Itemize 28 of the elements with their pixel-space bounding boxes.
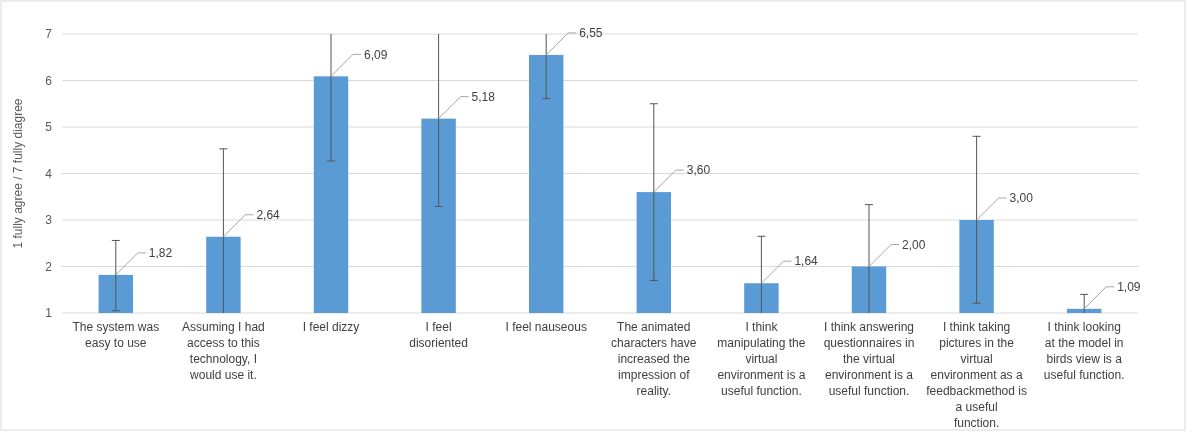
x-tick-label: Assuming I had access to this technology, I would use it. <box>182 320 265 382</box>
y-tick-label: 6 <box>45 73 53 88</box>
data-label: 1,09 <box>1117 280 1141 295</box>
data-label: 3,00 <box>1009 191 1034 206</box>
x-tick-label: I think taking pictures in the virtual environment as a feedbackmethod is a useful function. <box>926 320 1027 430</box>
x-tick-label: I think manipulating the virtual environment is a useful function. <box>717 320 806 398</box>
data-label: 5,18 <box>471 89 496 104</box>
y-tick-label: 5 <box>45 120 53 135</box>
x-tick-label: The system was easy to use <box>72 320 160 350</box>
data-label: 3,60 <box>686 163 711 178</box>
x-tick-label: I think looking at the model in birds view is a useful function. <box>1043 320 1125 382</box>
x-tick-label: The animated characters have increased the impression of reality. <box>611 320 697 398</box>
data-label: 1,82 <box>148 246 173 261</box>
y-tick-label: 1 <box>45 306 53 321</box>
y-tick-label: 3 <box>45 213 53 228</box>
x-tick-label: I think answering questionnaires in the virtual environment is a useful function. <box>823 320 915 398</box>
y-axis-title: 1 fully agree / 7 fully diagree <box>11 98 25 249</box>
y-tick-label: 7 <box>45 27 53 42</box>
x-tick-label: I feel disoriented <box>409 320 468 350</box>
y-tick-label: 4 <box>45 166 53 181</box>
data-label: 2,64 <box>256 207 281 222</box>
x-tick-label: I feel nauseous <box>505 320 587 334</box>
data-label: 1,64 <box>794 254 819 269</box>
y-tick-label: 2 <box>45 259 53 274</box>
x-tick-label: I feel dizzy <box>302 320 360 334</box>
data-label: 2,00 <box>902 237 926 252</box>
data-label: 6,55 <box>579 26 603 41</box>
data-label: 6,09 <box>364 47 388 62</box>
